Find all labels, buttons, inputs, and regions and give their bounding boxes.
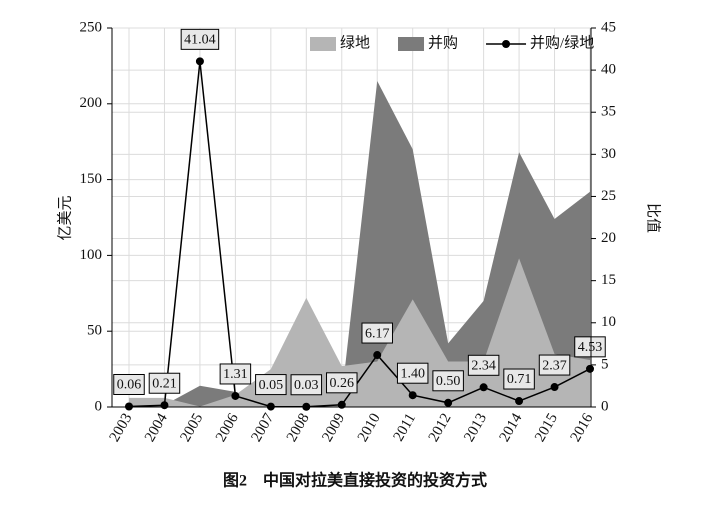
data-label: 4.53: [574, 336, 606, 358]
label-box: [574, 336, 606, 358]
data-label-text: 0.06: [117, 378, 142, 393]
data-label-text: 0.21: [152, 376, 177, 391]
y-tick-label: 50: [87, 323, 102, 339]
x-tick-label: 2014: [497, 410, 526, 444]
y-tick-label: 0: [95, 398, 103, 414]
point: [408, 391, 417, 400]
point: [515, 397, 524, 406]
data-label-text: 0.03: [294, 378, 319, 393]
x-tick-label: 2016: [568, 410, 597, 444]
point: [125, 402, 133, 411]
y-tick-label: 200: [80, 95, 103, 111]
y2-tick-label: 0: [601, 398, 609, 414]
legend-marker: [502, 40, 511, 48]
point: [160, 401, 169, 410]
point: [586, 364, 594, 373]
data-label-text: 1.40: [400, 366, 425, 381]
x-tick-label: 2012: [426, 411, 455, 445]
x-tick-label: 2011: [391, 411, 420, 445]
data-label: 6.17: [361, 322, 393, 344]
y2-tick-label: 20: [601, 230, 616, 246]
x-tick-label: 2005: [178, 411, 207, 445]
x-tick-label: 2006: [213, 410, 242, 444]
chart-title: 图2 中国对拉美直接投资的投资方式: [223, 471, 487, 490]
point: [479, 383, 488, 392]
y2-tick-label: 5: [601, 356, 609, 372]
label-box: [538, 354, 571, 376]
data-label-text: 41.04: [184, 33, 216, 48]
point: [337, 400, 346, 409]
legend-label: 绿地: [340, 34, 370, 51]
data-label-text: 0.05: [259, 378, 284, 393]
label-box: [219, 363, 252, 385]
line: [128, 61, 591, 408]
y2-tick-label: 35: [601, 104, 616, 120]
data-label-text: 0.26: [330, 376, 355, 391]
y-axis-label: 亿美元: [56, 195, 73, 240]
y2-tick-label: 45: [601, 19, 616, 35]
label-box: [326, 372, 358, 394]
data-label: 0.05: [255, 374, 287, 396]
data-label-text: 2.37: [542, 358, 567, 373]
data-label: 0.06: [113, 373, 145, 395]
data-label: 0.21: [148, 372, 181, 394]
point: [195, 57, 204, 66]
data-label-text: 0.50: [436, 374, 461, 389]
area: [129, 81, 590, 407]
point: [444, 398, 453, 407]
x-tick-label: 2008: [284, 411, 313, 445]
x-tick-label: 2007: [248, 410, 277, 444]
legend-label: 并购: [428, 34, 458, 51]
label-box: [148, 372, 181, 394]
label-box: [255, 374, 287, 396]
point: [373, 351, 382, 360]
y2-tick-label: 30: [601, 146, 616, 162]
data-label: 1.31: [219, 363, 252, 385]
data-label: 2.37: [538, 354, 571, 376]
x-tick-label: 2003: [107, 411, 136, 445]
y-tick-label: 150: [80, 171, 103, 187]
y2-tick-label: 10: [601, 314, 616, 330]
data-label: 0.03: [290, 374, 323, 396]
point: [231, 391, 240, 400]
label-box: [290, 374, 323, 396]
x-tick-label: 2015: [532, 411, 561, 445]
data-label: 2.34: [467, 354, 500, 376]
label-box: [361, 322, 393, 344]
legend-swatch: [398, 37, 425, 51]
x-tick-label: 2010: [355, 411, 384, 445]
x-tick-label: 2013: [461, 411, 490, 445]
data-label: 0.26: [326, 372, 358, 394]
x-tick-label: 2009: [319, 411, 348, 445]
y-tick-label: 100: [80, 247, 103, 263]
label-box: [180, 28, 220, 50]
label-box: [113, 373, 145, 395]
data-label-text: 2.34: [471, 359, 496, 374]
legend-swatch: [310, 37, 336, 51]
data-label: 0.50: [432, 370, 464, 392]
y2-tick-label: 40: [601, 62, 616, 78]
x-tick-label: 2004: [142, 410, 171, 444]
label-box: [432, 370, 464, 392]
label-box: [396, 362, 429, 384]
label-box: [503, 368, 535, 390]
label-box: [467, 354, 500, 376]
y2-tick-label: 15: [601, 272, 616, 288]
y-tick-label: 250: [80, 19, 103, 35]
data-label: 0.71: [503, 368, 535, 390]
data-label: 1.40: [396, 362, 429, 384]
data-label-text: 0.71: [507, 372, 532, 387]
y2-tick-label: 25: [601, 188, 616, 204]
y2-axis-label: 比值: [645, 203, 662, 233]
data-label-text: 4.53: [578, 340, 603, 355]
point: [550, 383, 559, 392]
legend-label: 并购/绿地: [530, 34, 594, 51]
data-label: 41.04: [180, 28, 220, 50]
data-label-text: 6.17: [365, 326, 390, 341]
data-label-text: 1.31: [223, 367, 248, 382]
